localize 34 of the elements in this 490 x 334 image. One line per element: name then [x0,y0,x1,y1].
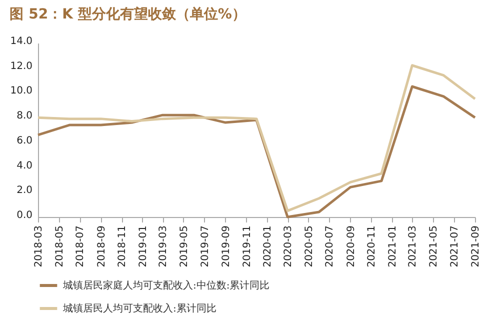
y-tick-label: 14.0 [10,36,32,47]
y-tick-label: 2.0 [16,185,32,196]
x-tick-label: 2019-03 [158,226,170,268]
y-tick-label: 6.0 [16,135,32,146]
x-tick-label: 2021-01 [388,226,399,268]
x-tick-label: 2020-03 [283,226,294,268]
x-tick-label: 2020-07 [324,226,336,268]
x-tick-label: 2020-09 [346,226,357,268]
y-tick-label: 12.0 [10,60,32,72]
legend-label: 城镇居民人均可支配收入:累计同比 [62,302,216,314]
x-tick-label: 2019-11 [242,226,253,268]
y-tick-label: 4.0 [16,160,32,172]
x-tick-label: 2018-11 [117,226,128,268]
chart-title: 图 52：K 型分化有望收敛（单位%） [10,6,246,22]
line-series [36,64,476,212]
y-tick-label: 0.0 [16,210,32,221]
y-tick-label: 8.0 [16,110,32,122]
x-tick-label: 2019-07 [200,226,211,268]
y-tick-label: 10.0 [10,86,32,97]
x-tick-label: 2020-11 [366,226,378,268]
x-tick-label: 2019-01 [138,226,149,268]
x-tick-label: 2020-05 [304,226,315,268]
x-tick-label: 2019-09 [220,226,232,268]
x-tick-label: 2018-05 [54,226,66,268]
x-tick-label: 2021-09 [470,226,482,268]
x-tick-label: 2018-07 [75,226,86,268]
x-tick-label: 2021-03 [408,226,419,268]
x-tick-label: 2021-05 [428,226,440,268]
x-tick-label: 2018-09 [96,226,108,268]
legend-label: 城镇居民家庭人均可支配收入:中位数:累计同比 [62,280,270,292]
x-tick-label: 2020-01 [262,226,274,268]
x-tick-label: 2019-05 [178,226,190,268]
x-tick-label: 2018-03 [34,226,44,268]
x-tick-label: 2021-07 [449,226,460,268]
